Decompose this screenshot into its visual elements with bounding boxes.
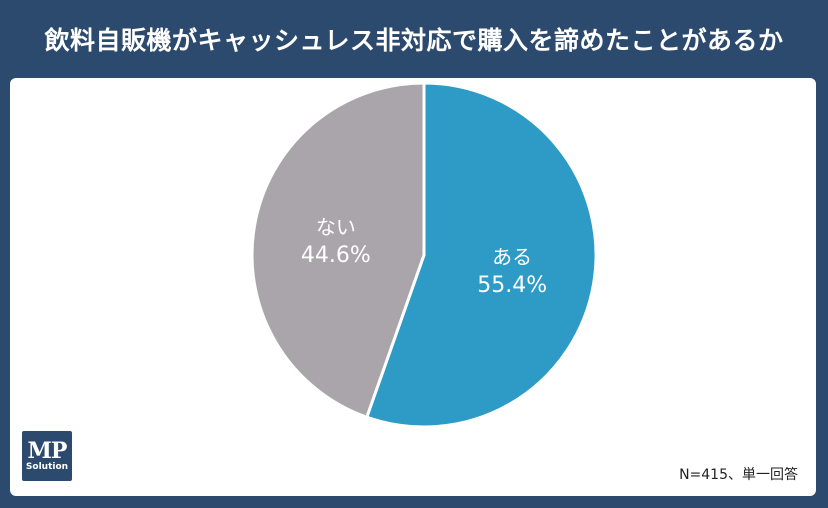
logo-mp-text: MP <box>27 437 68 464</box>
logo-solution-text: Solution <box>25 461 69 472</box>
slice-aru-value: 55.4% <box>477 273 547 298</box>
chart-panel: ある 55.4% ない 44.6% MP Solution N=415、単一回答 <box>10 78 816 496</box>
slice-nai <box>250 81 426 420</box>
chart-title: 飲料自販機がキャッシュレス非対応で購入を諦めたことがあるか <box>44 26 784 55</box>
slice-aru-label: ある <box>492 245 532 269</box>
sample-note: N=415、単一回答 <box>679 467 798 483</box>
slice-nai-value: 44.6% <box>301 243 371 268</box>
pie-chart: ある 55.4% ない 44.6% <box>250 81 598 429</box>
slice-nai-label: ない <box>316 215 356 239</box>
mp-solution-logo: MP Solution <box>22 431 72 481</box>
